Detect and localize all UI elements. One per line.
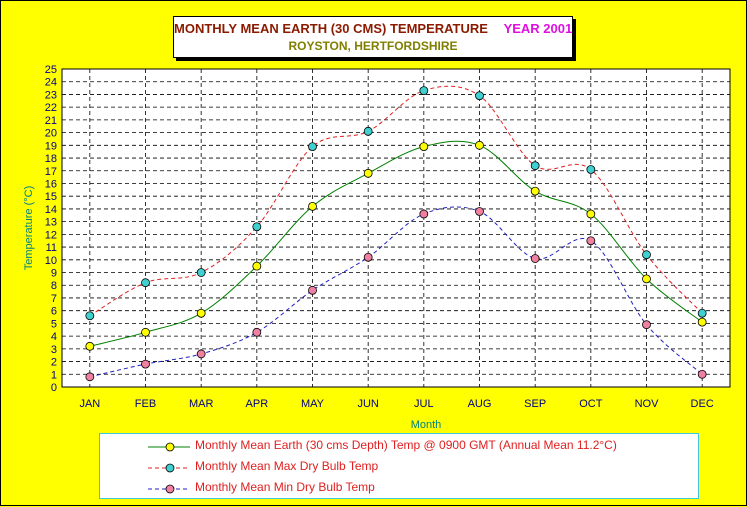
data-point-min-temp <box>308 285 317 295</box>
legend-label-min-temp: Monthly Mean Min Dry Bulb Temp <box>195 480 375 494</box>
y-tick-label: 2 <box>51 357 57 369</box>
data-point-earth-temp <box>141 327 150 337</box>
x-tick-label: APR <box>246 398 269 410</box>
x-tick-label: DEC <box>691 398 714 410</box>
y-tick-label: 22 <box>45 102 57 114</box>
legend-swatch-min-temp <box>148 484 190 494</box>
y-tick-label: 12 <box>45 229 57 241</box>
data-point-max-temp <box>642 250 651 260</box>
data-point-earth-temp <box>252 261 262 271</box>
y-tick-label: 8 <box>51 280 57 292</box>
data-point-earth-temp <box>586 209 596 219</box>
data-point-min-temp <box>697 369 707 379</box>
y-tick-label: 21 <box>45 115 57 127</box>
title-line: MONTHLY MEAN EARTH (30 CMS) TEMPERATURE … <box>174 21 572 36</box>
legend-label-max-temp: Monthly Mean Max Dry Bulb Temp <box>195 459 379 473</box>
y-tick-label: 11 <box>46 242 57 254</box>
data-point-earth-temp <box>642 274 651 284</box>
y-tick-label: 5 <box>51 318 57 330</box>
x-tick-label: MAR <box>189 398 214 410</box>
legend-item-min-temp: Monthly Mean Min Dry Bulb Temp <box>100 478 698 498</box>
y-tick-label: 24 <box>45 77 57 89</box>
data-point-min-temp <box>642 320 651 330</box>
legend-item-earth-temp: Monthly Mean Earth (30 cms Depth) Temp @… <box>100 436 698 456</box>
legend-label-earth-temp: Monthly Mean Earth (30 cms Depth) Temp @… <box>195 438 617 452</box>
plot-area <box>61 68 731 388</box>
y-tick-label: 15 <box>45 191 57 203</box>
x-tick-label: OCT <box>579 398 603 410</box>
x-tick-label: SEP <box>524 398 546 410</box>
y-tick-label: 3 <box>51 344 57 356</box>
y-tick-label: 20 <box>45 128 57 140</box>
y-tick-label: 14 <box>45 204 57 216</box>
data-point-max-temp <box>697 308 707 318</box>
y-tick-label: 9 <box>51 268 57 280</box>
y-tick-label: 7 <box>51 293 57 305</box>
data-point-max-temp <box>586 165 596 174</box>
data-point-max-temp <box>85 311 95 321</box>
data-point-max-temp <box>363 126 373 136</box>
data-point-min-temp <box>363 252 373 262</box>
data-point-max-temp <box>308 142 317 151</box>
y-tick-label: 19 <box>45 140 57 152</box>
x-tick-label: AUG <box>468 398 492 410</box>
chart-title: MONTHLY MEAN EARTH (30 CMS) TEMPERATURE <box>174 21 488 36</box>
data-point-min-temp <box>475 207 484 216</box>
data-point-max-temp <box>196 268 206 277</box>
data-point-min-temp <box>141 359 150 369</box>
x-tick-label: JUN <box>357 398 378 410</box>
x-tick-label: NOV <box>635 398 660 410</box>
data-point-min-temp <box>196 349 206 359</box>
data-point-min-temp <box>85 372 95 382</box>
legend-swatch-max-temp <box>148 463 190 473</box>
data-point-earth-temp <box>419 142 429 151</box>
title-box: MONTHLY MEAN EARTH (30 CMS) TEMPERATURE … <box>173 16 573 58</box>
data-point-min-temp <box>586 236 596 246</box>
y-tick-label: 6 <box>51 306 57 318</box>
legend: Monthly Mean Earth (30 cms Depth) Temp @… <box>99 433 699 499</box>
y-axis-title: Temperature (°C) <box>23 186 35 270</box>
y-tick-label: 1 <box>51 369 57 381</box>
data-point-min-temp <box>252 327 262 337</box>
data-point-earth-temp <box>363 168 373 178</box>
data-point-max-temp <box>419 86 429 96</box>
x-tick-label: JAN <box>79 398 100 410</box>
y-tick-label: 0 <box>51 382 57 394</box>
y-tick-label: 10 <box>45 255 57 267</box>
x-tick-label: MAY <box>301 398 325 410</box>
data-point-earth-temp <box>697 317 707 327</box>
data-point-max-temp <box>475 91 484 101</box>
y-tick-label: 4 <box>51 331 57 343</box>
y-tick-label: 18 <box>45 153 57 165</box>
data-point-earth-temp <box>85 341 95 351</box>
data-point-earth-temp <box>196 308 206 318</box>
data-point-min-temp <box>419 209 429 219</box>
y-tick-label: 23 <box>45 89 57 101</box>
y-tick-label: 16 <box>45 178 57 190</box>
y-tick-label: 17 <box>45 166 57 178</box>
x-axis-title: Month <box>411 419 442 431</box>
chart-year: YEAR 2001 <box>503 21 573 36</box>
data-point-max-temp <box>141 278 150 288</box>
data-point-earth-temp <box>308 201 317 211</box>
y-tick-label: 13 <box>45 217 57 229</box>
x-tick-label: JUL <box>414 398 434 410</box>
y-tick-label: 25 <box>45 64 57 76</box>
data-point-max-temp <box>530 161 540 171</box>
data-point-min-temp <box>530 254 540 263</box>
data-point-max-temp <box>252 222 262 232</box>
x-tick-label: FEB <box>135 398 156 410</box>
legend-swatch-earth-temp <box>148 442 190 452</box>
data-point-earth-temp <box>530 186 540 196</box>
chart-subtitle: ROYSTON, HERTFORDSHIRE <box>288 39 458 53</box>
legend-item-max-temp: Monthly Mean Max Dry Bulb Temp <box>100 457 698 477</box>
data-point-earth-temp <box>475 140 484 150</box>
